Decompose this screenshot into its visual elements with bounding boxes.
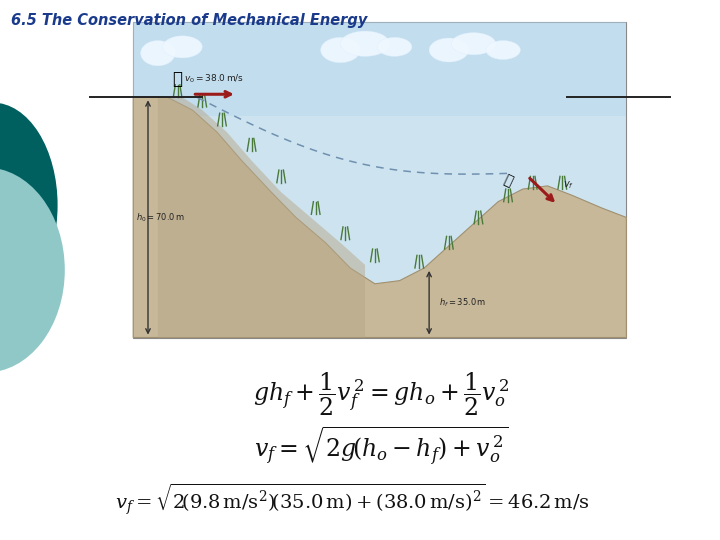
Ellipse shape [429, 38, 469, 62]
Text: 🏍: 🏍 [501, 173, 515, 189]
Ellipse shape [486, 40, 521, 59]
Polygon shape [133, 97, 626, 338]
Text: $h_0 = 70.0\,\mathrm{m}$: $h_0 = 70.0\,\mathrm{m}$ [136, 211, 185, 224]
Text: $v_f = \sqrt{2g\!\left(h_o - h_f\right) + v_o^{\,2}}$: $v_f = \sqrt{2g\!\left(h_o - h_f\right) … [254, 424, 509, 467]
Ellipse shape [320, 37, 360, 63]
Ellipse shape [163, 36, 202, 58]
Bar [133, 22, 626, 117]
Text: $v_f$: $v_f$ [563, 179, 574, 191]
Text: $v_f = \sqrt{2\!\left(9.8\,\mathrm{m/s}^2\right)\!\left(35.0\,\mathrm{m}\right) : $v_f = \sqrt{2\!\left(9.8\,\mathrm{m/s}^… [115, 482, 590, 517]
Ellipse shape [341, 31, 390, 56]
Ellipse shape [0, 103, 58, 308]
Polygon shape [158, 97, 365, 338]
Ellipse shape [140, 40, 175, 66]
Text: 🏍: 🏍 [173, 70, 183, 88]
Ellipse shape [451, 32, 495, 55]
Ellipse shape [0, 167, 65, 373]
Text: $h_f = 35.0\,\mathrm{m}$: $h_f = 35.0\,\mathrm{m}$ [439, 296, 486, 309]
Ellipse shape [377, 37, 412, 56]
Text: $v_0 = 38.0\,\mathrm{m/s}$: $v_0 = 38.0\,\mathrm{m/s}$ [184, 72, 245, 85]
Text: $gh_f + \dfrac{1}{2}v_f^{\,2} = gh_o + \dfrac{1}{2}v_o^{\,2}$: $gh_f + \dfrac{1}{2}v_f^{\,2} = gh_o + \… [253, 370, 510, 418]
Bar [133, 22, 626, 338]
Text: 6.5 The Conservation of Mechanical Energy: 6.5 The Conservation of Mechanical Energ… [11, 14, 367, 29]
